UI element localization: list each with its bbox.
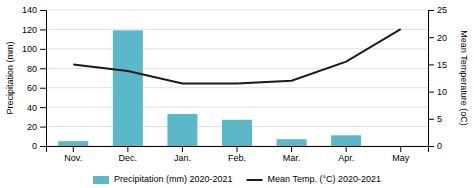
tick-mark bbox=[400, 146, 401, 152]
y-axis-title: Precipitation (mm) bbox=[5, 41, 15, 114]
marks bbox=[58, 29, 400, 146]
tick-mark bbox=[428, 64, 434, 65]
tick-mark bbox=[40, 29, 46, 30]
tick-label: 100 bbox=[22, 44, 37, 54]
tick-mark bbox=[73, 146, 74, 152]
tick: 5 bbox=[428, 114, 442, 124]
tick: Mar. bbox=[283, 146, 301, 163]
tick-label: 80 bbox=[27, 64, 37, 74]
tick-mark bbox=[428, 146, 434, 147]
tick-label: 40 bbox=[27, 103, 37, 113]
tick: 100 bbox=[22, 44, 46, 54]
tick-label: 15 bbox=[437, 60, 447, 70]
tick-mark bbox=[346, 146, 347, 152]
legend-item: Precipitation (mm) 2020-2021 bbox=[93, 174, 233, 184]
legend-label: Mean Temp. (°C) 2020-2021 bbox=[268, 174, 382, 184]
grid-line bbox=[46, 87, 428, 88]
tick-mark bbox=[428, 92, 434, 93]
tick-label: 140 bbox=[22, 5, 37, 15]
tick-mark bbox=[40, 88, 46, 89]
legend-label: Precipitation (mm) 2020-2021 bbox=[114, 174, 233, 184]
legend: Precipitation (mm) 2020-2021 Mean Temp. (… bbox=[93, 174, 381, 184]
tick: Feb. bbox=[228, 146, 246, 163]
tick: Dec. bbox=[119, 146, 138, 163]
tick-label: 60 bbox=[27, 83, 37, 93]
tick: 120 bbox=[22, 25, 46, 35]
grid bbox=[46, 10, 428, 146]
tick-mark bbox=[428, 37, 434, 38]
tick-label: May bbox=[392, 153, 410, 163]
tick-label: Apr. bbox=[338, 153, 354, 163]
tick-mark bbox=[40, 107, 46, 108]
tick: Apr. bbox=[338, 146, 354, 163]
line bbox=[73, 29, 400, 83]
tick-label: Dec. bbox=[119, 153, 138, 163]
bar-series bbox=[58, 30, 361, 146]
tick-label: 20 bbox=[27, 122, 37, 132]
tick-label: Feb. bbox=[228, 153, 246, 163]
tick-label: Mar. bbox=[283, 153, 301, 163]
tick-mark bbox=[428, 119, 434, 120]
tick-mark bbox=[428, 10, 434, 11]
tick-label: 5 bbox=[437, 114, 442, 124]
tick-label: 120 bbox=[22, 25, 37, 35]
tick: May bbox=[392, 146, 410, 163]
tick-mark bbox=[291, 146, 292, 152]
tick-label: 20 bbox=[437, 33, 447, 43]
tick: 40 bbox=[27, 103, 46, 113]
tick-mark bbox=[40, 10, 46, 11]
tick: 10 bbox=[428, 87, 447, 97]
tick: 20 bbox=[27, 122, 46, 132]
tick-label: Jan. bbox=[174, 153, 191, 163]
grid-line bbox=[46, 48, 428, 49]
y2-axis-title: Mean Temperature (oC) bbox=[459, 30, 469, 125]
tick-mark bbox=[40, 127, 46, 128]
grid-line bbox=[46, 29, 428, 30]
tick-mark bbox=[40, 146, 46, 147]
tick-mark bbox=[40, 49, 46, 50]
bar bbox=[386, 146, 416, 147]
axis-line bbox=[429, 11, 435, 147]
tick: 60 bbox=[27, 83, 46, 93]
tick: 0 bbox=[32, 141, 46, 151]
x-axis: Nov. Dec. Jan. Feb. Mar. Apr. May bbox=[47, 146, 429, 163]
axis-line bbox=[40, 11, 47, 147]
grid-line bbox=[46, 107, 428, 108]
bar bbox=[113, 30, 143, 146]
tick-label: Nov. bbox=[64, 153, 82, 163]
plot-area: Nov.Dec.Jan.Feb.Mar.Apr.May0204060801001… bbox=[22, 5, 447, 163]
axis-line bbox=[47, 147, 429, 153]
y-axis: 0 20 40 60 80 100 120 140 bbox=[22, 5, 47, 151]
chart: Nov.Dec.Jan.Feb.Mar.Apr.May0204060801001… bbox=[0, 0, 474, 188]
tick: 0 bbox=[428, 141, 442, 151]
tick-label: 10 bbox=[437, 87, 447, 97]
y2-axis: 0 5 10 15 20 25 bbox=[428, 5, 447, 151]
tick: 25 bbox=[428, 5, 447, 15]
tick-mark bbox=[127, 146, 128, 152]
tick: 20 bbox=[428, 33, 447, 43]
tick: 140 bbox=[22, 5, 46, 15]
tick: 15 bbox=[428, 60, 447, 70]
bar bbox=[331, 135, 361, 146]
bar bbox=[277, 139, 307, 146]
tick-mark bbox=[182, 146, 183, 152]
tick-label: 0 bbox=[32, 141, 37, 151]
tick: 80 bbox=[27, 64, 46, 74]
legend-swatch bbox=[247, 179, 263, 181]
tick-mark bbox=[40, 68, 46, 69]
tick: Jan. bbox=[174, 146, 191, 163]
tick: Nov. bbox=[64, 146, 82, 163]
bar bbox=[167, 114, 197, 146]
tick-label: 0 bbox=[437, 141, 442, 151]
grid-line bbox=[46, 10, 428, 11]
bar bbox=[222, 120, 252, 146]
tick-label: 25 bbox=[437, 5, 447, 15]
legend-item: Mean Temp. (°C) 2020-2021 bbox=[247, 174, 382, 184]
tick-mark bbox=[237, 146, 238, 152]
legend-swatch bbox=[93, 176, 109, 184]
bar bbox=[58, 141, 88, 146]
